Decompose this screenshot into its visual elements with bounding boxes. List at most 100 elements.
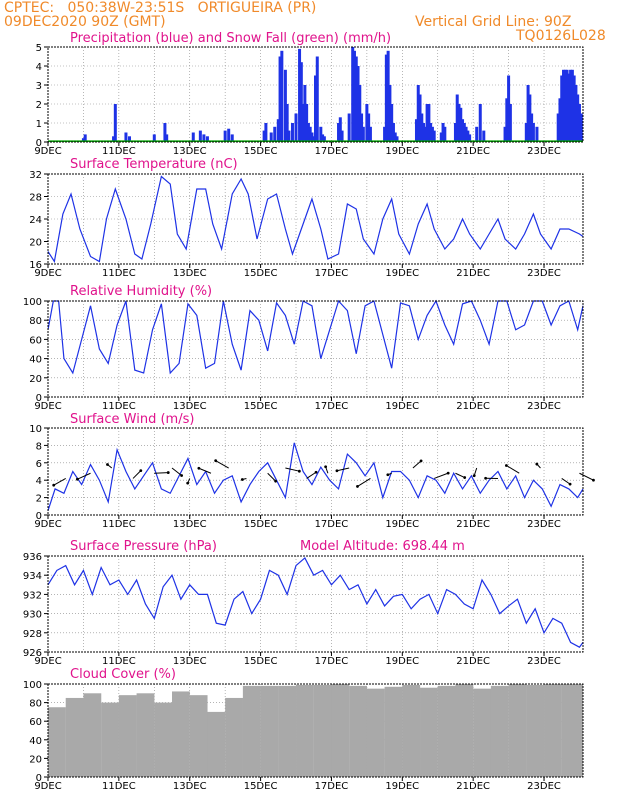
precip-bar — [430, 126, 434, 142]
precip-bar — [301, 104, 305, 142]
precip-bar — [478, 104, 482, 142]
panel-4-xtick-label: 11DEC — [102, 656, 136, 667]
wind-arrow-head — [472, 474, 476, 478]
cloud-bar — [172, 691, 190, 777]
panel-1-xtick-label: 17DEC — [315, 268, 349, 279]
precip-bar — [360, 113, 364, 142]
wind-arrow-head — [180, 474, 183, 477]
wind-arrow — [215, 460, 229, 469]
precip-bar — [314, 75, 317, 142]
precip-bar — [526, 85, 530, 142]
precip-bar — [567, 73, 571, 142]
precip-bar — [285, 104, 289, 142]
panel-0-xtick-label: 15DEC — [244, 146, 278, 157]
precip-bar — [308, 126, 312, 142]
precip-bar — [113, 104, 117, 142]
header-station: CPTEC: 050:38W-23:51S ORTIGUEIRA (PR) — [4, 0, 317, 16]
panel-2-xtick-label: 15DEC — [244, 401, 278, 412]
panel-5-ytick-label: 40 — [29, 736, 42, 747]
panel-4-xtick-label: 13DEC — [173, 656, 207, 667]
wind-arrow — [579, 472, 594, 481]
precip-bar — [574, 85, 578, 142]
panel-2-xtick-label: 13DEC — [173, 401, 207, 412]
precip-bar — [572, 75, 576, 142]
wind-arrow-head — [240, 478, 244, 481]
wind-arrow-head — [463, 476, 467, 479]
panel-5-ytick-label: 60 — [29, 717, 42, 728]
panel-3-xtick-label: 9DEC — [34, 519, 61, 530]
wind-arrow — [132, 470, 142, 479]
precip-bar — [393, 132, 397, 142]
panel-5-ytick-label: 0 — [36, 773, 42, 784]
panel-3-ytick-label: 10 — [29, 424, 42, 435]
panel-3-title: Surface Wind (m/s) — [70, 412, 194, 427]
precip-bar — [347, 113, 351, 142]
precip-bar — [464, 126, 468, 142]
panel-1-ytick-label: 32 — [29, 170, 42, 181]
panel-0-ytick-label: 1 — [36, 119, 42, 130]
wind-arrow-head — [446, 471, 450, 475]
panel-1-ytick-label: 20 — [29, 238, 42, 249]
wind-arrow-head — [356, 485, 359, 488]
precip-bar — [112, 136, 116, 142]
precip-bar — [420, 113, 424, 142]
cloud-bar — [207, 711, 226, 777]
precip-bar — [283, 69, 287, 142]
panel-1-xtick-label: 23DEC — [527, 268, 561, 279]
panel-2-xtick-label: 23DEC — [527, 401, 561, 412]
panel-1-title: Surface Temperature (nC) — [70, 157, 238, 172]
panel-3-xtick-label: 23DEC — [527, 519, 561, 530]
precip-bar — [388, 85, 392, 142]
cloud-bar — [508, 684, 527, 777]
precip-bar — [352, 50, 356, 142]
panel-5-ytick-label: 100 — [23, 680, 42, 691]
panel-2-ytick-label: 60 — [29, 335, 42, 346]
wind-arrow-head — [419, 459, 423, 463]
precip-bar — [461, 119, 465, 142]
cloud-bar — [490, 685, 509, 777]
panel-3-xtick-label: 13DEC — [173, 519, 207, 530]
precip-bar — [530, 113, 534, 142]
header-model-id: TQ0126L028 — [516, 28, 606, 44]
wind-arrow-head — [504, 464, 508, 467]
wind-arrow-head — [386, 473, 390, 477]
panel-2-xtick-label: 9DEC — [34, 401, 61, 412]
cloud-bar — [384, 686, 403, 777]
precip-bar — [165, 134, 169, 142]
panel-2-xtick-label: 19DEC — [385, 401, 419, 412]
precip-bar — [390, 104, 394, 142]
precip-bar — [305, 104, 309, 142]
precip-bar — [315, 56, 319, 142]
precip-bar — [310, 132, 314, 142]
precip-bar — [365, 104, 369, 142]
wind-arrow — [336, 467, 350, 472]
precip-bar — [338, 117, 342, 142]
panel-0-xtick-label: 21DEC — [456, 146, 490, 157]
panel-5-xtick-label: 15DEC — [244, 781, 278, 792]
panel-4-ytick-label: 926 — [23, 648, 42, 659]
precip-bar — [205, 136, 209, 142]
precip-bar — [124, 132, 128, 142]
precip-bar — [127, 136, 131, 142]
panel-2-ytick-label: 40 — [29, 355, 42, 366]
panel-4-ytick-label: 932 — [23, 590, 42, 601]
panel-1-xtick-label: 9DEC — [34, 268, 61, 279]
panel-1-ytick-label: 28 — [29, 193, 42, 204]
panel-0-xtick-label: 13DEC — [173, 146, 207, 157]
precip-bar — [563, 69, 567, 142]
cloud-bar — [260, 685, 279, 777]
panel-0-xtick-label: 11DEC — [102, 146, 136, 157]
precip-bar — [524, 123, 528, 142]
panel-5-xtick-label: 13DEC — [173, 781, 207, 792]
panel-1-xtick-label: 13DEC — [173, 268, 207, 279]
precip-bar — [280, 50, 284, 142]
panel-0-ytick-label: 3 — [36, 81, 42, 92]
precip-bar — [418, 94, 422, 142]
panel-4-ytick-label: 928 — [23, 629, 42, 640]
panel-0-ytick-label: 2 — [36, 100, 42, 111]
cloud-bar — [437, 685, 456, 777]
precip-bar — [414, 119, 418, 142]
panel-2-frame — [47, 300, 584, 398]
precip-bar — [423, 126, 427, 142]
panel-2-ytick-label: 0 — [36, 393, 42, 404]
